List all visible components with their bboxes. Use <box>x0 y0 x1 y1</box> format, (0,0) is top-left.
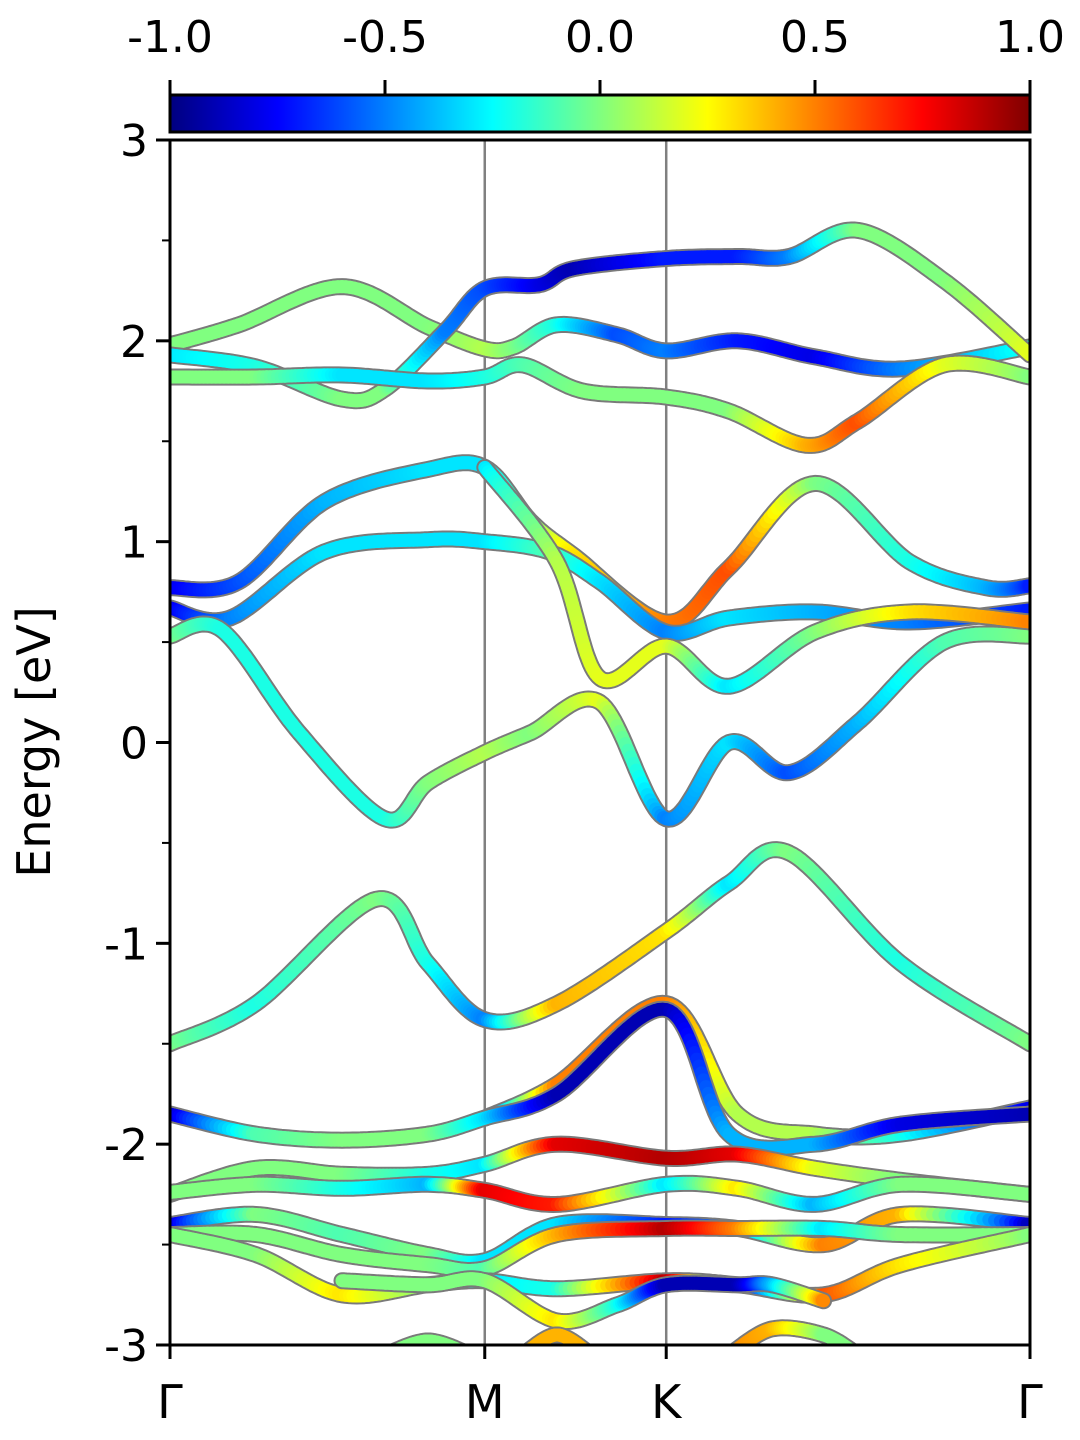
x-tick-label: M <box>465 1375 505 1429</box>
band-segment <box>392 1343 400 1345</box>
band-segment <box>732 1340 746 1345</box>
band <box>170 454 1030 631</box>
x-tick-label: Γ <box>1017 1375 1043 1429</box>
band <box>728 1319 859 1355</box>
colorbar-gradient <box>168 93 1032 134</box>
x-tick-label: Γ <box>157 1375 183 1429</box>
band-segment <box>453 1343 464 1345</box>
y-tick-label: 0 <box>120 719 148 770</box>
band-segment <box>856 1353 857 1354</box>
band-segment <box>450 1342 463 1345</box>
band-segment <box>465 1353 467 1354</box>
band-segment <box>842 1341 855 1345</box>
band <box>387 1332 469 1355</box>
band-outline <box>170 615 1030 829</box>
band <box>170 278 1030 378</box>
band-segment <box>388 1353 389 1354</box>
band-segment <box>468 1354 469 1355</box>
band-segment <box>847 1343 855 1345</box>
band-segment <box>731 1341 744 1345</box>
y-axis-label: Energy [eV] <box>7 606 61 877</box>
band-segment <box>525 1342 535 1345</box>
y-tick-label: -1 <box>104 919 148 970</box>
band-segment <box>390 1353 392 1354</box>
band-segment <box>394 1341 408 1345</box>
band-segment <box>579 1342 589 1345</box>
band-segment <box>729 1354 730 1355</box>
bands <box>170 221 1030 1355</box>
band-segment <box>732 1352 733 1353</box>
band-segment <box>850 1344 855 1345</box>
band-segment <box>392 1343 403 1345</box>
band-segment <box>448 1341 462 1345</box>
band-segment <box>839 1339 853 1345</box>
band <box>521 1326 593 1355</box>
band-segment <box>844 1342 855 1345</box>
band <box>170 354 1030 454</box>
band-segment <box>392 1344 397 1345</box>
band-segment <box>387 1354 388 1355</box>
band-segment <box>525 1341 538 1345</box>
band <box>170 615 1030 829</box>
colorbar-tick-label: 0.5 <box>780 12 850 63</box>
band-segment <box>446 1340 460 1345</box>
band-segment <box>590 1354 591 1355</box>
band-segment <box>466 1353 467 1354</box>
band-segment <box>841 1340 854 1345</box>
colorbar-tick-label: -1.0 <box>127 12 213 63</box>
colorbar-tick-label: -0.5 <box>342 12 428 63</box>
band-segment <box>525 1352 526 1353</box>
band <box>170 841 1030 1053</box>
band-segment <box>574 1340 589 1345</box>
band-segment <box>855 1353 856 1354</box>
plot-area: -3 -2 -1 0 1 2 3 Γ M K Γ <box>104 116 1043 1429</box>
band-segment <box>576 1341 589 1345</box>
band-segment <box>731 1353 732 1354</box>
band-segment <box>525 1340 540 1345</box>
colorbar-tick-label: 0.0 <box>565 12 635 63</box>
band-segment <box>731 1343 742 1345</box>
y-tick-label: -3 <box>104 1321 148 1372</box>
band-outline <box>170 454 1030 631</box>
band <box>170 1174 1030 1213</box>
band-outline <box>170 841 1030 1053</box>
band <box>170 221 1030 410</box>
band-segment <box>587 1352 588 1353</box>
band-segment <box>856 1354 857 1355</box>
band-segment <box>732 1344 738 1345</box>
band <box>333 1270 833 1331</box>
y-tick-label: 1 <box>120 518 148 569</box>
band-segment <box>853 1352 854 1353</box>
y-ticks: -3 -2 -1 0 1 2 3 <box>104 116 170 1372</box>
band-segment <box>589 1353 590 1354</box>
y-tick-label: 2 <box>120 317 148 368</box>
x-tick-label: K <box>651 1375 683 1429</box>
band-segment <box>459 1344 464 1345</box>
band-segment <box>396 1340 410 1345</box>
y-tick-label: 3 <box>120 116 148 167</box>
band-segment <box>393 1342 406 1345</box>
band-segment <box>391 1352 393 1353</box>
band <box>170 1205 1030 1271</box>
band <box>170 1000 1030 1157</box>
band-segment <box>525 1344 533 1345</box>
colorbar-tick-label: 1.0 <box>995 12 1065 63</box>
band-segment <box>456 1343 464 1345</box>
band-segment <box>524 1353 525 1354</box>
band-segment <box>730 1354 731 1355</box>
band-segment <box>526 1352 527 1353</box>
band-segment <box>588 1352 589 1353</box>
band-segment <box>581 1344 589 1345</box>
y-tick-label: -2 <box>104 1120 148 1171</box>
band-segment <box>463 1352 465 1353</box>
band-segment <box>523 1354 524 1355</box>
band <box>476 458 1030 695</box>
colorbar-ticks: -1.0 -0.5 0.0 0.5 1.0 <box>127 12 1065 95</box>
colorbar: -1.0 -0.5 0.0 0.5 1.0 <box>127 12 1065 134</box>
